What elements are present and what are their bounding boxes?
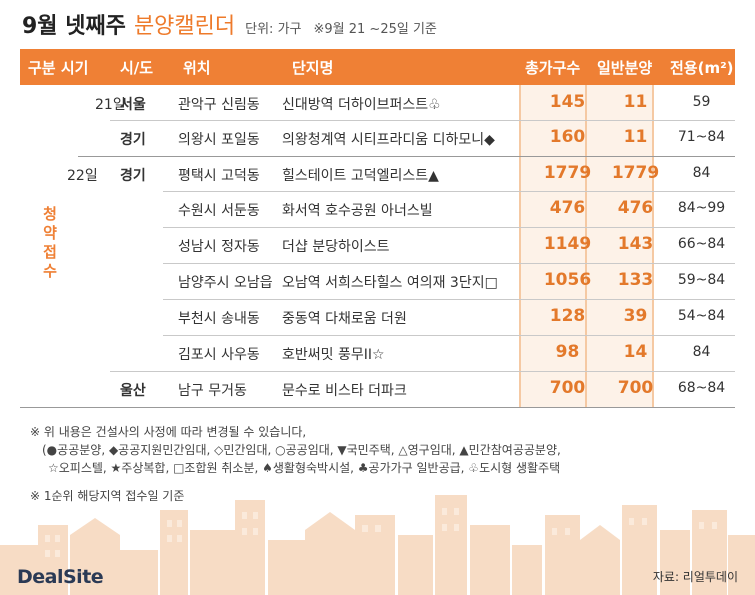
row-complex: 의왕청계역 시티프라디움 디하모니◆ [282, 132, 495, 148]
header-area: 전용(m²) [670, 59, 734, 77]
row-location: 남구 무거동 [178, 383, 247, 399]
header-general: 일반분양 [597, 59, 653, 77]
table-row: 부천시 송내동 중동역 다채로움 더원 128 39 54~84 [20, 299, 735, 335]
table-header: 구분 시기 시/도 위치 단지명 총가구수 일반분양 전용(m²) [20, 49, 735, 85]
row-general: 11 [623, 127, 648, 147]
row-total: 1149 [543, 234, 592, 254]
row-sido: 경기 [120, 168, 146, 184]
row-complex: 오남역 서희스타힐스 여의재 3단지□ [282, 275, 498, 291]
row-total: 1056 [543, 270, 592, 290]
row-complex: 더샵 분당하이스트 [282, 239, 390, 255]
header-gubun-time: 구분 시기 [28, 59, 89, 77]
row-location: 남양주시 오남읍 [178, 275, 273, 291]
row-divider [163, 299, 735, 300]
row-complex: 신대방역 더하이브퍼스트♧ [282, 97, 441, 113]
row-divider [163, 335, 735, 336]
row-area: 59 [692, 94, 711, 110]
row-sido: 울산 [120, 383, 146, 399]
row-divider [163, 263, 735, 264]
row-complex: 화서역 호수공원 아너스빌 [282, 203, 433, 219]
header-complex: 단지명 [292, 59, 334, 77]
row-divider [163, 191, 735, 192]
row-general: 1779 [611, 163, 660, 183]
row-area: 71~84 [677, 129, 726, 145]
row-sido: 경기 [120, 132, 146, 148]
note-line: (●공공분양, ◆공공지원민간임대, ◇민간임대, ○공공임대, ▼국민주택, … [42, 443, 561, 457]
row-complex: 호반써밋 풍무II☆ [282, 347, 385, 363]
row-complex: 힐스테이트 고덕엘리스트▲ [282, 168, 439, 184]
row-divider [78, 156, 735, 157]
row-location: 평택시 고덕동 [178, 168, 260, 184]
row-area: 68~84 [677, 380, 726, 396]
number-column-divider [585, 85, 587, 407]
row-area: 84~99 [677, 200, 726, 216]
header-total: 총가구수 [525, 59, 581, 77]
table-row: 경기 의왕시 포일동 의왕청계역 시티프라디움 디하모니◆ 160 11 71~… [20, 120, 735, 156]
table-row: 21일 서울 관악구 신림동 신대방역 더하이브퍼스트♧ 145 11 59 [20, 85, 735, 121]
row-date: 21일 [95, 97, 126, 113]
row-general: 14 [623, 342, 648, 362]
row-total: 476 [549, 198, 586, 218]
category-label: 청 약 접 수 [43, 205, 57, 280]
basis-label: ※9월 21 ~25일 기준 [313, 22, 437, 37]
table-row: 김포시 사우동 호반써밋 풍무II☆ 98 14 84 [20, 335, 735, 371]
row-location: 김포시 사우동 [178, 347, 260, 363]
number-column-bg [520, 85, 654, 407]
row-general: 476 [617, 198, 654, 218]
table-row: 남양주시 오남읍 오남역 서희스타힐스 여의재 3단지□ 1056 133 59… [20, 263, 735, 299]
row-divider [163, 227, 735, 228]
row-total: 98 [555, 342, 580, 362]
row-location: 성남시 정자동 [178, 239, 260, 255]
row-location: 부천시 송내동 [178, 311, 260, 327]
row-general: 11 [623, 92, 648, 112]
title-main: 9월 넷째주 [22, 14, 126, 39]
note-line: ※ 1순위 해당지역 접수일 기준 [30, 489, 185, 503]
row-total: 1779 [543, 163, 592, 183]
row-total: 128 [549, 306, 586, 326]
header-location: 위치 [183, 59, 211, 77]
row-general: 143 [617, 234, 654, 254]
note-line: ☆오피스텔, ★주상복합, □조합원 취소분, ♠생활형숙박시설, ♣공가가구 … [48, 461, 561, 475]
number-column-right-border [652, 85, 654, 407]
table-row: 성남시 정자동 더샵 분당하이스트 1149 143 66~84 [20, 227, 735, 263]
row-area: 84 [692, 165, 711, 181]
title-sub: 분양캘린더 [133, 14, 236, 39]
header-sido: 시/도 [120, 59, 154, 77]
row-total: 160 [549, 127, 586, 147]
table-row: 울산 남구 무거동 문수로 비스타 더파크 700 700 68~84 [20, 371, 735, 407]
row-area: 84 [692, 344, 711, 360]
dealsite-logo: DealSite [17, 566, 104, 588]
row-location: 의왕시 포일동 [178, 132, 260, 148]
row-area: 59~84 [677, 272, 726, 288]
notes: ※ 위 내용은 건설사의 사정에 따라 변경될 수 있습니다, (●공공분양, … [30, 423, 561, 505]
table-row: 22일 경기 평택시 고덕동 힐스테이트 고덕엘리스트▲ 1779 1779 8… [20, 156, 735, 192]
row-area: 54~84 [677, 308, 726, 324]
source-label: 자료: 리얼투데이 [652, 570, 738, 584]
table-bottom-line [20, 407, 735, 408]
row-area: 66~84 [677, 236, 726, 252]
row-divider [110, 120, 735, 121]
row-sido: 서울 [120, 97, 146, 113]
row-general: 700 [617, 378, 654, 398]
row-complex: 문수로 비스타 더파크 [282, 383, 407, 399]
note-line: ※ 위 내용은 건설사의 사정에 따라 변경될 수 있습니다, [30, 425, 307, 439]
row-divider [110, 371, 735, 372]
number-column-left-border [519, 85, 521, 407]
city-skyline-illustration [0, 495, 755, 595]
page-title: 9월 넷째주 분양캘린더 단위: 가구 ※9월 21 ~25일 기준 [22, 8, 437, 39]
table-row: 수원시 서둔동 화서역 호수공원 아너스빌 476 476 84~99 [20, 191, 735, 227]
row-date: 22일 [67, 168, 98, 184]
row-location: 관악구 신림동 [178, 97, 260, 113]
row-general: 39 [623, 306, 648, 326]
unit-label: 단위: 가구 [245, 22, 302, 37]
row-total: 700 [549, 378, 586, 398]
row-general: 133 [617, 270, 654, 290]
row-location: 수원시 서둔동 [178, 203, 260, 219]
row-total: 145 [549, 92, 586, 112]
row-complex: 중동역 다채로움 더원 [282, 311, 407, 327]
